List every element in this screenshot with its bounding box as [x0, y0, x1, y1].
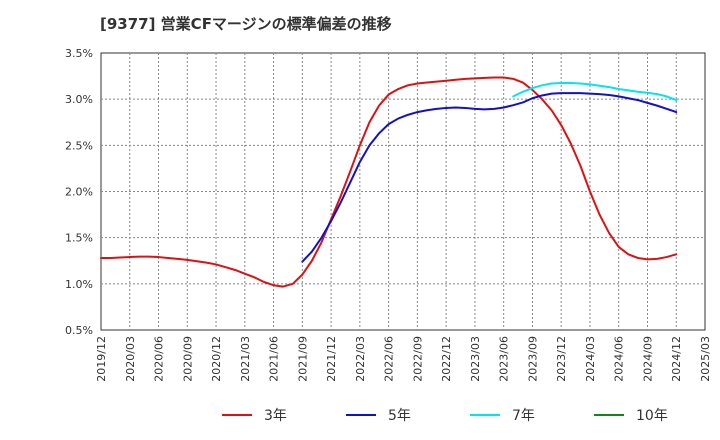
- y-tick-label: 2.0%: [65, 186, 93, 199]
- x-tick-label: 2020/12: [210, 336, 223, 382]
- x-tick-label: 2020/09: [181, 336, 194, 382]
- x-tick-label: 2020/06: [153, 336, 166, 382]
- x-tick-label: 2023/06: [498, 336, 511, 382]
- legend: 3年 5年 7年 10年: [222, 408, 668, 424]
- x-tick-label: 2022/03: [354, 336, 367, 382]
- y-tick-label: 2.5%: [65, 139, 93, 152]
- x-tick-label: 2021/09: [296, 336, 309, 382]
- x-tick-label: 2024/12: [670, 336, 683, 382]
- legend-label-0: 3年: [264, 408, 287, 424]
- legend-label-3: 10年: [636, 408, 668, 424]
- x-axis: 2019/12 2020/03 2020/06 2020/09 2020/12 2021/…: [95, 336, 712, 382]
- y-tick-label: 3.5%: [65, 47, 93, 60]
- x-tick-label: 2024/06: [613, 336, 626, 382]
- y-tick-label: 1.5%: [65, 232, 93, 245]
- y-tick-label: 1.0%: [65, 278, 93, 291]
- x-tick-label: 2022/06: [383, 336, 396, 382]
- x-tick-label: 2024/09: [641, 336, 654, 382]
- x-tick-label: 2021/12: [325, 336, 338, 382]
- series-line-2: [512, 82, 678, 102]
- y-tick-label: 3.0%: [65, 93, 93, 106]
- x-tick-label: 2024/03: [584, 336, 597, 382]
- x-tick-label: 2021/03: [239, 336, 252, 382]
- x-tick-label: 2023/03: [469, 336, 482, 382]
- chart-title: [9377] 営業CFマージンの標準偏差の推移: [100, 15, 392, 33]
- x-tick-label: 2025/03: [699, 336, 712, 382]
- x-tick-label: 2021/06: [268, 336, 281, 382]
- legend-label-2: 7年: [512, 408, 535, 424]
- x-tick-label: 2023/12: [555, 336, 568, 382]
- x-tick-label: 2019/12: [95, 336, 108, 382]
- legend-label-1: 5年: [388, 408, 411, 424]
- x-tick-label: 2020/03: [124, 336, 137, 382]
- x-tick-label: 2022/12: [440, 336, 453, 382]
- series-line-1: [301, 92, 678, 263]
- series-layer: [100, 76, 678, 288]
- y-tick-label: 0.5%: [65, 324, 93, 337]
- grid: [101, 53, 705, 330]
- x-tick-label: 2022/09: [411, 336, 424, 382]
- y-axis: 0.5% 1.0% 1.5% 2.0% 2.5% 3.0% 3.5%: [65, 47, 93, 337]
- series-line-0: [100, 76, 678, 288]
- x-tick-label: 2023/09: [526, 336, 539, 382]
